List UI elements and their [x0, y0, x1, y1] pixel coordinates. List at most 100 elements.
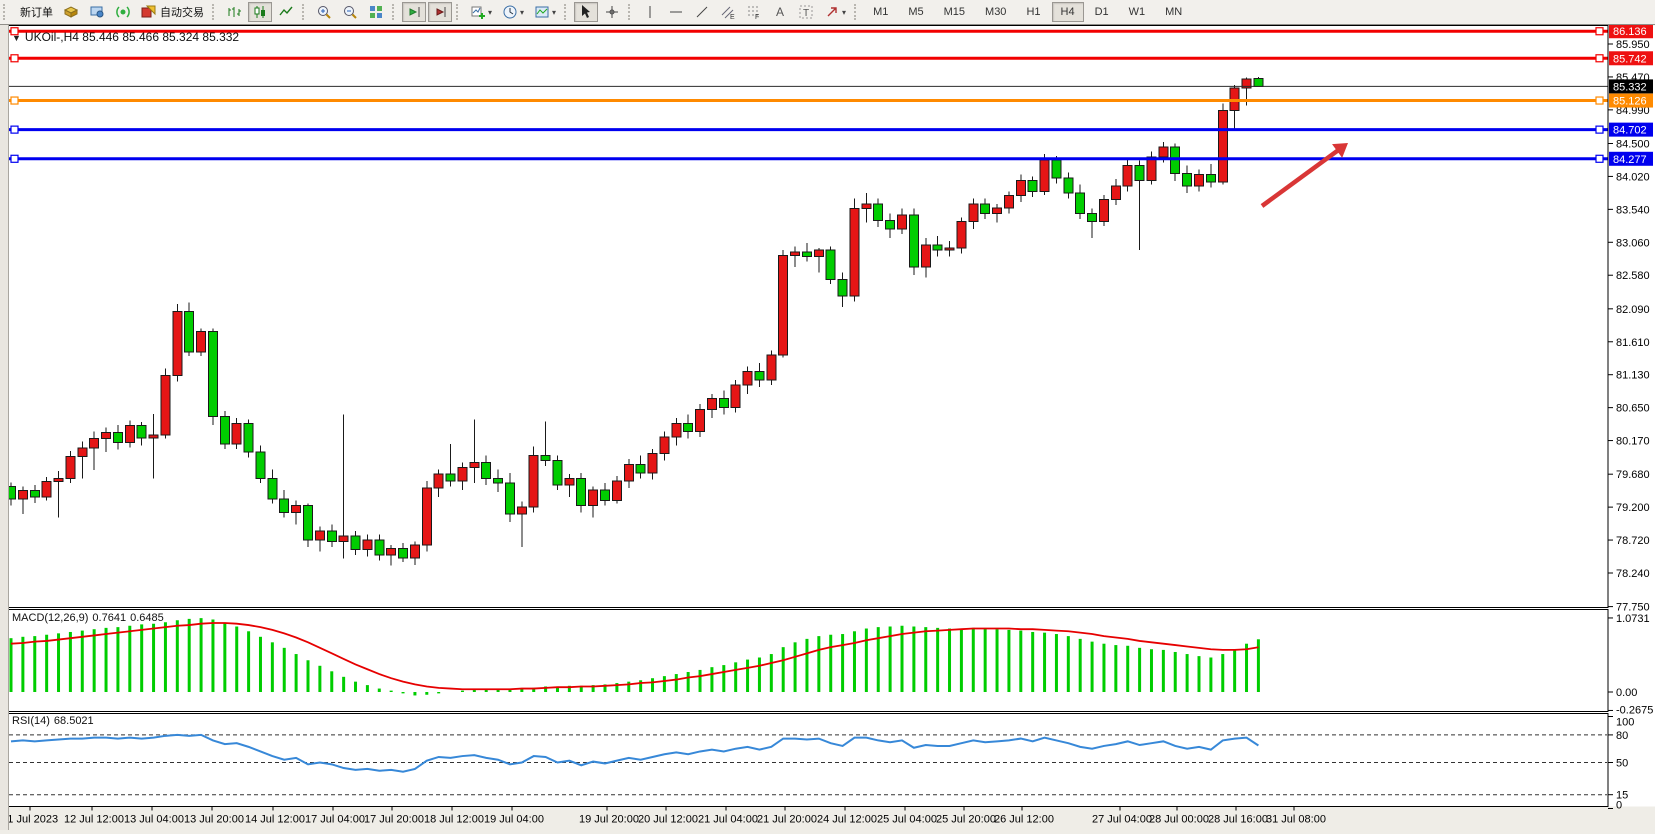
signals-button[interactable] — [111, 2, 135, 22]
addind-icon — [471, 6, 485, 19]
annotation-arrowhead[interactable] — [1332, 143, 1348, 158]
line-handle[interactable] — [1595, 125, 1604, 134]
autotrading-button[interactable]: 自动交易 — [137, 2, 208, 22]
time-tick-label: 25 Jul 20:00 — [936, 814, 996, 826]
strategy-tester-button[interactable] — [85, 2, 109, 22]
price-axis[interactable]: 85.95085.47084.99084.50084.02083.54083.0… — [1608, 24, 1653, 812]
line-handle[interactable] — [1595, 154, 1604, 163]
candle-body — [885, 219, 896, 230]
macd-axis-label: 1.0731 — [1616, 613, 1650, 625]
candle-body — [588, 489, 599, 507]
price-badge — [1609, 51, 1653, 66]
trend-icon — [696, 6, 708, 18]
crosshair-button[interactable] — [600, 2, 624, 22]
candle-body — [1241, 78, 1252, 89]
periods-caret-icon[interactable]: ▾ — [520, 7, 525, 17]
price-badge — [1609, 93, 1653, 108]
toolbar-grip[interactable] — [392, 4, 398, 20]
annotation-arrow[interactable] — [1260, 147, 1342, 208]
tf-m15[interactable]: M15 — [935, 2, 974, 22]
toolbar-grip[interactable] — [302, 4, 308, 20]
chart-canvas[interactable]: 85.95085.47084.99084.50084.02083.54083.0… — [0, 24, 1655, 834]
barchart-icon — [228, 7, 241, 17]
tf-h1[interactable]: H1 — [1017, 2, 1049, 22]
line-handle[interactable] — [10, 27, 19, 36]
line-handle[interactable] — [10, 154, 19, 163]
zoom-out-button[interactable] — [338, 2, 362, 22]
line-handle[interactable] — [1595, 96, 1604, 105]
text-label-button[interactable]: T — [794, 2, 818, 22]
tf-w1-label: W1 — [1128, 6, 1146, 18]
candle-body — [148, 434, 159, 439]
toolbar-grip[interactable] — [456, 4, 462, 20]
macd-axis-label: 0.00 — [1616, 687, 1637, 699]
horizontal-line-button[interactable] — [664, 2, 688, 22]
candle-body — [1194, 173, 1204, 187]
price-badge-label: 85.332 — [1613, 81, 1647, 93]
crosshair-icon — [606, 6, 619, 18]
toolbar-grip[interactable] — [628, 4, 634, 20]
zoom-in-button[interactable] — [312, 2, 336, 22]
arrows-button[interactable]: ▾ — [820, 2, 850, 22]
bar-chart-button[interactable] — [222, 2, 246, 22]
signals-icon — [116, 6, 130, 18]
chart-collapse-icon[interactable]: ▼ — [12, 33, 21, 43]
cursor-icon — [582, 5, 591, 18]
linechart-icon — [279, 6, 293, 16]
toolbar-grip[interactable] — [212, 4, 218, 20]
arrows-caret-icon[interactable]: ▾ — [842, 7, 847, 17]
tf-h4[interactable]: H4 — [1051, 2, 1084, 22]
time-tick-label: 13 Jul 20:00 — [184, 814, 244, 826]
indicators-caret-icon[interactable]: ▾ — [488, 7, 493, 17]
line-handle[interactable] — [10, 125, 19, 134]
metaeditor-button[interactable] — [59, 2, 83, 22]
toolbar-grip[interactable] — [3, 4, 9, 20]
textT-icon: T — [799, 5, 813, 19]
templates-caret-icon[interactable]: ▾ — [552, 7, 557, 17]
tf-m1[interactable]: M1 — [864, 2, 897, 22]
candle-body — [968, 203, 979, 223]
tf-mn-label: MN — [1165, 6, 1183, 18]
equidistant-channel-button[interactable]: E — [716, 2, 740, 22]
macd-signal-value: 0.6485 — [130, 612, 164, 624]
price-tick-label: 85.950 — [1616, 39, 1650, 51]
trendline-button[interactable] — [690, 2, 714, 22]
templates-button[interactable]: ▾ — [530, 2, 560, 22]
tf-d1[interactable]: D1 — [1086, 2, 1118, 22]
line-chart-button[interactable] — [274, 2, 298, 22]
time-tick-label: 17 Jul 20:00 — [364, 814, 424, 826]
chart-shift-button[interactable] — [428, 2, 452, 22]
macd-signal-line — [10, 622, 1259, 691]
tile-windows-button[interactable] — [364, 2, 388, 22]
candle-body — [980, 203, 991, 214]
cursor-button[interactable] — [574, 2, 599, 22]
tf-h4-label: H4 — [1060, 6, 1075, 18]
candle-body — [1075, 192, 1086, 214]
periods-button[interactable]: ▾ — [498, 2, 528, 22]
left-panel-splitter[interactable] — [0, 24, 9, 830]
new-order-button[interactable]: 新订单 — [13, 2, 57, 22]
price-tick-label: 80.650 — [1616, 403, 1650, 415]
price-badge-label: 85.742 — [1613, 53, 1647, 65]
text-button[interactable]: A — [768, 2, 792, 22]
tf-w1[interactable]: W1 — [1120, 2, 1155, 22]
toolbar-grip[interactable] — [854, 4, 860, 20]
line-handle[interactable] — [10, 54, 19, 63]
candle-body — [754, 370, 765, 381]
time-axis[interactable]: 11 Jul 2023 12 Jul 12:00 13 Jul 04:00 13 Ju… — [2, 806, 1326, 826]
candle-body — [1170, 146, 1181, 175]
line-handle[interactable] — [10, 96, 19, 105]
line-handle[interactable] — [1595, 54, 1604, 63]
tile-icon — [370, 6, 382, 18]
tf-mn[interactable]: MN — [1156, 2, 1191, 22]
tf-m5[interactable]: M5 — [899, 2, 932, 22]
toolbar-grip[interactable] — [564, 4, 570, 20]
tf-m30[interactable]: M30 — [976, 2, 1015, 22]
indicators-button[interactable]: ▾ — [466, 2, 496, 22]
candlestick-chart-button[interactable] — [248, 2, 272, 22]
line-handle[interactable] — [1595, 27, 1604, 36]
vertical-line-button[interactable] — [638, 2, 662, 22]
fibonacci-button[interactable]: F — [742, 2, 766, 22]
time-tick-label: 13 Jul 04:00 — [124, 814, 184, 826]
auto-scroll-button[interactable] — [402, 2, 426, 22]
